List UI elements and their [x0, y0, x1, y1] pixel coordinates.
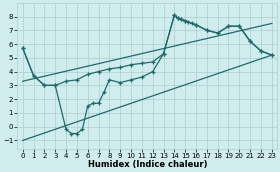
X-axis label: Humidex (Indice chaleur): Humidex (Indice chaleur) — [88, 160, 207, 169]
